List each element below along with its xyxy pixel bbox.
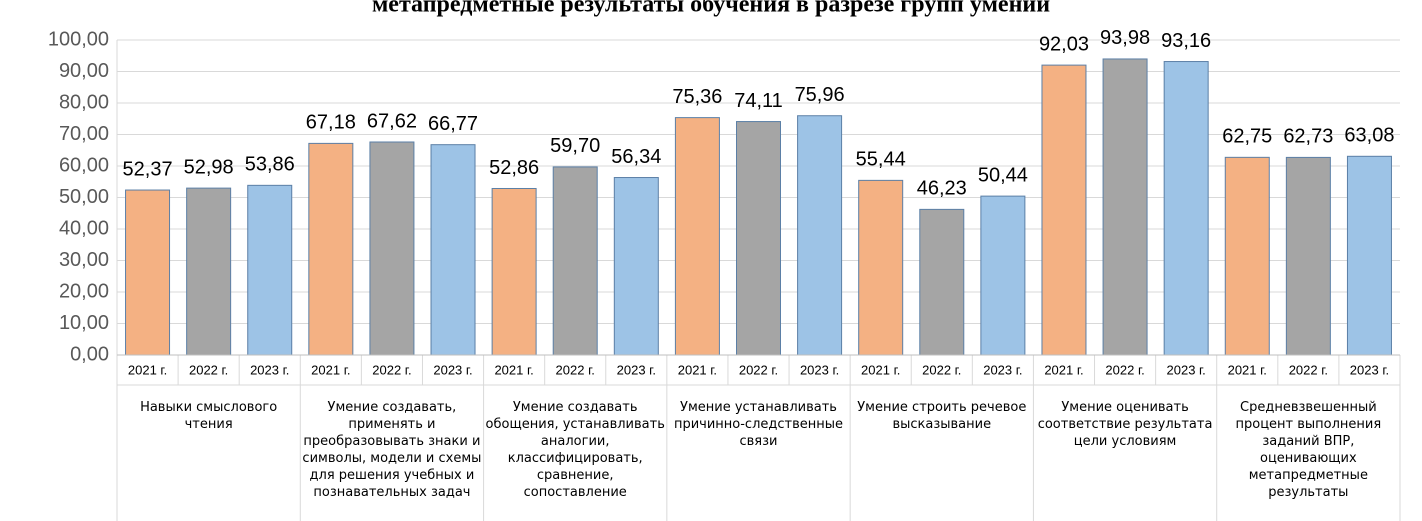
bar <box>247 184 293 356</box>
x-tick-label: 2022 г. <box>922 362 961 377</box>
x-tick-label: 2022 г. <box>1105 362 1144 377</box>
bar <box>736 121 781 356</box>
x-tick-label: 2022 г. <box>739 362 778 377</box>
y-tick-label: 60,00 <box>59 154 109 176</box>
x-tick-label: 2021 г. <box>861 362 900 377</box>
bar <box>125 189 171 356</box>
bar <box>491 187 537 356</box>
value-label: 52,98 <box>184 156 234 178</box>
y-tick-label: 50,00 <box>59 186 109 208</box>
value-label: 75,36 <box>672 86 722 108</box>
x-tick-label: 2021 г. <box>128 362 167 377</box>
x-tick-label: 2023 г. <box>433 362 472 377</box>
y-tick-label: 40,00 <box>59 217 109 239</box>
y-tick-label: 80,00 <box>59 91 109 113</box>
x-tick-label: 2023 г. <box>983 362 1022 377</box>
value-label: 93,16 <box>1161 30 1211 52</box>
y-tick-label: 30,00 <box>59 249 109 271</box>
group-label-box: Умение создавать обощения, устанавливать… <box>485 400 665 500</box>
x-tick-label: 2023 г. <box>800 362 839 377</box>
value-label: 62,75 <box>1222 126 1272 148</box>
group-label: Навыки смыслового чтения <box>140 400 278 432</box>
group-label-box: Умение оценивать соответствие результата… <box>1037 400 1213 449</box>
value-label: 74,11 <box>734 90 783 112</box>
group-label: Умение создавать обощения, устанавливать… <box>485 400 665 500</box>
bar <box>674 117 720 356</box>
value-label: 50,44 <box>978 164 1028 186</box>
x-tick-label: 2023 г. <box>617 362 656 377</box>
value-label: 46,23 <box>917 178 967 200</box>
x-tick-label: 2023 г. <box>250 362 289 377</box>
group-label: Умение создавать, применять и преобразов… <box>302 400 482 500</box>
value-label: 52,86 <box>489 157 539 179</box>
y-tick-label: 90,00 <box>59 60 109 82</box>
bar <box>186 187 232 356</box>
bar <box>308 142 354 356</box>
bar <box>613 177 659 356</box>
bar <box>430 144 476 356</box>
x-tick-label: 2022 г. <box>372 362 411 377</box>
x-tick-label: 2022 г. <box>189 362 228 377</box>
chart-title: метапредметные результаты обучения в раз… <box>372 0 1050 18</box>
bar <box>858 179 904 356</box>
x-tick-label: 2021 г. <box>1044 362 1083 377</box>
x-tick-label: 2023 г. <box>1350 362 1389 377</box>
bar <box>919 208 965 356</box>
value-label: 67,62 <box>367 110 417 132</box>
y-tick-label: 100,00 <box>48 28 109 50</box>
value-label: 55,44 <box>856 149 906 171</box>
bar <box>1102 58 1148 356</box>
bar <box>1224 156 1270 356</box>
group-label-box: Умение строить речевое высказывание <box>857 400 1027 432</box>
bar <box>1285 156 1331 356</box>
y-tick-label: 20,00 <box>59 280 109 302</box>
group-label: Умение строить речевое высказывание <box>857 400 1027 432</box>
bar <box>552 166 598 356</box>
x-tick-label: 2021 г. <box>311 362 350 377</box>
x-tick-label: 2021 г. <box>678 362 717 377</box>
y-tick-label: 0,00 <box>70 343 109 365</box>
value-label: 67,18 <box>306 112 356 134</box>
y-tick-label: 70,00 <box>59 123 109 145</box>
group-label: Умение устанавливать причинно-следственн… <box>673 400 844 449</box>
value-label: 93,98 <box>1100 27 1150 49</box>
x-tick-label: 2022 г. <box>556 362 595 377</box>
group-label-box: Навыки смыслового чтения <box>140 400 278 432</box>
value-label: 53,86 <box>245 154 295 176</box>
value-label: 63,08 <box>1344 125 1394 147</box>
value-label: 56,34 <box>611 146 661 168</box>
group-label: Умение оценивать соответствие результата… <box>1037 400 1213 449</box>
x-tick-label: 2022 г. <box>1289 362 1328 377</box>
group-label-box: Умение создавать, применять и преобразов… <box>302 400 482 500</box>
value-label: 75,96 <box>795 84 845 106</box>
y-tick-label: 10,00 <box>59 312 109 334</box>
x-tick-label: 2023 г. <box>1167 362 1206 377</box>
value-label: 62,73 <box>1283 126 1333 148</box>
bar <box>1041 64 1087 356</box>
value-label: 52,37 <box>123 158 173 180</box>
value-label: 92,03 <box>1039 33 1089 55</box>
group-label: Средневзвешенный процент выполнения зада… <box>1235 400 1382 500</box>
bar <box>1346 155 1392 356</box>
group-label-box: Средневзвешенный процент выполнения зада… <box>1235 400 1382 500</box>
group-label-box: Умение устанавливать причинно-следственн… <box>673 400 844 449</box>
bar <box>797 115 843 356</box>
bar <box>980 195 1026 356</box>
x-tick-label: 2021 г. <box>1228 362 1267 377</box>
x-tick-label: 2021 г. <box>494 362 533 377</box>
value-label: 66,77 <box>428 113 478 135</box>
bar <box>1163 61 1209 356</box>
bar <box>369 141 415 356</box>
value-label: 59,70 <box>550 135 600 157</box>
